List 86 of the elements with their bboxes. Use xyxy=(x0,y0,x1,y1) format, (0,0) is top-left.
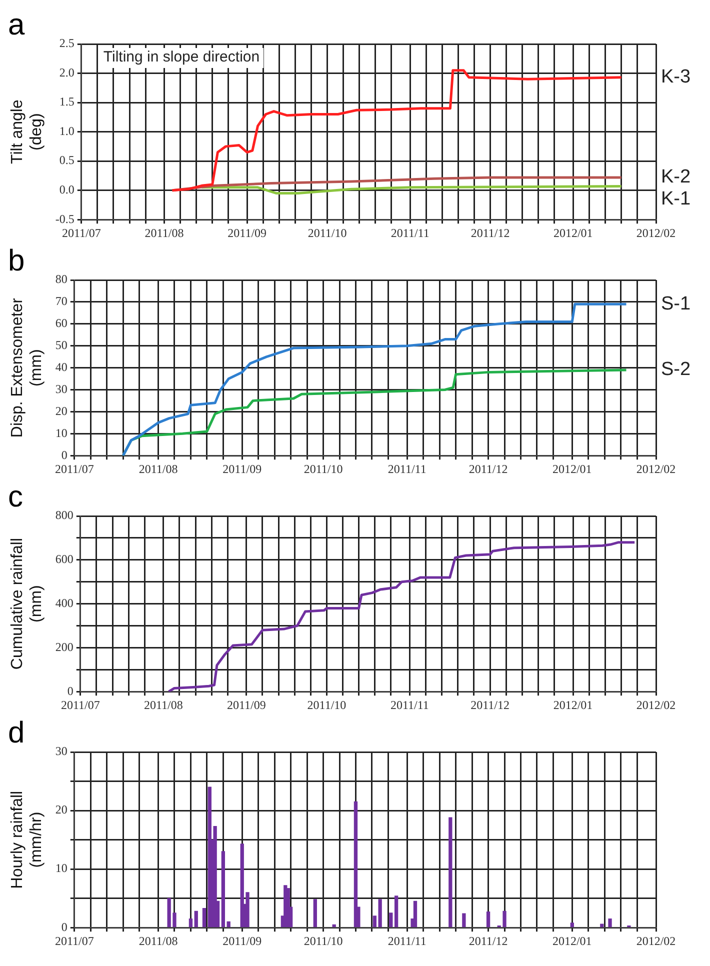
bar xyxy=(226,921,230,928)
x-tick-label: 2011/12 xyxy=(470,698,510,712)
x-tick-label: 2011/08 xyxy=(138,934,178,948)
x-tick-label: 2011/07 xyxy=(60,698,100,712)
y-tick-label: 70 xyxy=(55,294,68,308)
annotation: Tilting in slope direction xyxy=(103,48,260,66)
text: K-3 xyxy=(661,66,691,88)
bar xyxy=(313,899,317,928)
series-label: S-1 xyxy=(661,293,691,314)
y-tick-label: 1.5 xyxy=(59,94,74,109)
y-tick-label: 20 xyxy=(55,802,68,817)
y-tick-label: -0.5 xyxy=(55,212,74,226)
y-tick-label: 30 xyxy=(55,744,68,758)
y-tick-label: 600 xyxy=(55,552,74,566)
chart-title: c xyxy=(8,480,23,514)
x-tick-label: 2011/08 xyxy=(144,226,184,240)
bar xyxy=(394,896,398,928)
x-tick-label: 2012/01 xyxy=(553,698,593,712)
x-tick-label: 2011/08 xyxy=(138,462,178,476)
y-tick-label: 2.0 xyxy=(59,65,74,80)
x-tick-label: 2012/02 xyxy=(636,226,676,240)
bar xyxy=(608,918,612,928)
x-tick-label: 2011/08 xyxy=(144,698,183,712)
x-tick-label: 2011/09 xyxy=(222,462,262,476)
y-tick-label: 0.5 xyxy=(59,153,74,168)
x-tick-label: 2011/10 xyxy=(304,462,343,476)
y-tick-label: 10 xyxy=(55,426,68,440)
y-tick-label: 30 xyxy=(55,382,68,396)
y-tick-label: 80 xyxy=(55,272,68,286)
y-tick-label: 0 xyxy=(61,920,68,934)
y-tick-label: 1.0 xyxy=(59,124,74,138)
x-tick-label: 2011/11 xyxy=(390,226,430,240)
x-tick-label: 2011/07 xyxy=(54,934,94,948)
bar xyxy=(486,911,490,928)
y-tick-label: 50 xyxy=(55,338,68,352)
bar xyxy=(462,913,466,928)
y-tick-label: 200 xyxy=(55,640,74,654)
y-tick-label: 10 xyxy=(55,861,68,876)
x-tick-label: 2012/01 xyxy=(552,462,592,476)
x-tick-label: 2012/01 xyxy=(553,226,593,240)
bar xyxy=(389,912,393,928)
y-axis-title: Tilt angle (deg) xyxy=(9,100,46,164)
bar xyxy=(354,801,358,928)
bar xyxy=(570,922,574,928)
bar xyxy=(188,918,193,928)
text: K-1 xyxy=(661,188,691,210)
x-tick-label: 2011/11 xyxy=(388,462,426,476)
bar xyxy=(194,910,198,928)
y-tick-label: 0 xyxy=(61,448,68,462)
x-tick-label: 2012/02 xyxy=(636,698,676,712)
bar xyxy=(221,851,226,928)
x-tick-label: 2011/11 xyxy=(390,698,429,712)
x-tick-label: 2011/09 xyxy=(222,934,262,948)
y-tick-label: 20 xyxy=(55,404,68,418)
text: K-2 xyxy=(661,166,691,188)
x-tick-label: 2011/10 xyxy=(308,226,347,240)
x-tick-label: 2011/09 xyxy=(228,226,267,240)
x-tick-label: 2011/12 xyxy=(468,934,508,948)
x-tick-label: 2011/07 xyxy=(54,462,94,476)
y-tick-label: 40 xyxy=(55,360,68,374)
x-tick-label: 2011/10 xyxy=(307,698,346,712)
x-tick-label: 2011/12 xyxy=(468,462,508,476)
y-axis-title: Hourly rainfall (mm/hr) xyxy=(9,790,46,889)
y-tick-label: 400 xyxy=(55,596,74,610)
y-tick-label: 60 xyxy=(55,316,68,330)
chart-title: b xyxy=(8,244,25,278)
bar xyxy=(448,817,452,928)
y-axis-title: Cumulative rainfall (mm) xyxy=(9,538,46,670)
x-tick-label: 2011/12 xyxy=(470,226,510,240)
y-tick-label: 2.5 xyxy=(59,36,74,50)
y-tick-label: 800 xyxy=(55,508,74,522)
chart-title: a xyxy=(8,8,25,42)
bar xyxy=(413,900,418,928)
x-tick-label: 2011/09 xyxy=(226,698,266,712)
x-tick-label: 2011/11 xyxy=(388,934,426,948)
x-tick-label: 2011/07 xyxy=(62,226,101,240)
x-tick-label: 2011/10 xyxy=(304,934,343,948)
bar xyxy=(202,908,206,928)
y-axis-title: Disp. Extensometer (mm) xyxy=(9,297,46,438)
x-tick-label: 2012/02 xyxy=(636,462,676,476)
x-tick-label: 2012/01 xyxy=(552,934,592,948)
chart-title: d xyxy=(8,716,25,750)
y-tick-label: 0 xyxy=(67,684,74,698)
x-tick-label: 2012/02 xyxy=(636,934,676,948)
y-tick-label: 0.0 xyxy=(59,182,74,196)
series-label: S-2 xyxy=(661,359,691,380)
